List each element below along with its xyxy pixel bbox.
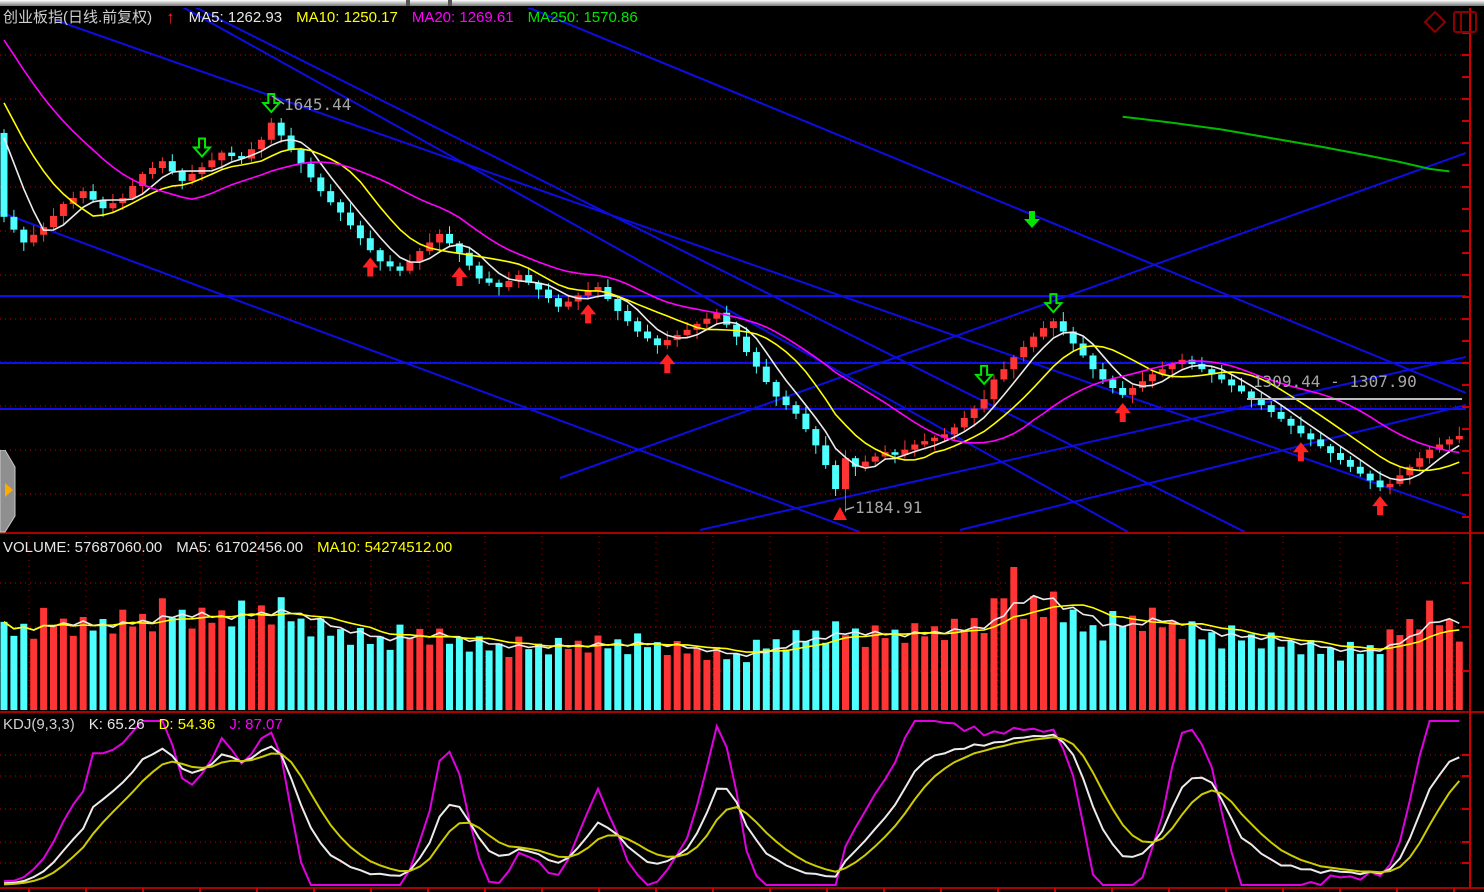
buy-signal-arrow-icon — [451, 267, 468, 287]
breakdown-arrow-icon — [1024, 211, 1040, 228]
signal-arrows — [191, 93, 1389, 516]
kdj-j-value: J: 87.07 — [229, 716, 283, 733]
sell-signal-arrow-icon — [191, 137, 213, 159]
volume-bars — [0, 566, 1463, 710]
titlebar — [0, 0, 1484, 6]
sell-signal-arrow-icon — [261, 93, 282, 114]
peak-price-annotation: 1645.44 — [284, 95, 352, 114]
buy-signal-arrow-icon — [659, 354, 676, 374]
ma-lines — [3, 39, 1460, 481]
buy-signal-arrow-icon — [580, 304, 597, 324]
expand-arrow-icon — [5, 483, 13, 497]
volume-ma-lines — [3, 594, 1460, 658]
axes — [0, 8, 1484, 892]
buy-signal-arrow-icon — [1372, 496, 1389, 516]
annotation-marks — [271, 95, 1462, 520]
instrument-title: 创业板指(日线.前复权) — [3, 9, 153, 26]
ma5-value: MA5: 1262.93 — [188, 9, 283, 26]
corner-toolbar — [1424, 10, 1480, 36]
ma250-line — [1122, 115, 1450, 173]
split-window-icon[interactable] — [1453, 11, 1477, 33]
ma250-value: MA250: 1570.86 — [527, 9, 638, 26]
diamond-icon[interactable] — [1424, 10, 1447, 34]
up-arrow-icon: ↑ — [166, 8, 175, 27]
volume-value: VOLUME: 57687060.00 — [3, 539, 163, 556]
sell-signal-arrow-icon — [1043, 293, 1064, 314]
low-price-annotation: 1184.91 — [855, 498, 923, 517]
buy-signal-arrow-icon — [1292, 442, 1309, 462]
volume-ma10-value: MA10: 54274512.00 — [317, 539, 453, 556]
main-chart-header: 创业板指(日线.前复权) ↑ MA5: 1262.93 MA10: 1250.1… — [3, 9, 638, 27]
kdj-name: KDJ(9,3,3) — [3, 716, 75, 733]
kdj-header: KDJ(9,3,3) K: 65.26 D: 54.36 J: 87.07 — [3, 716, 283, 734]
kdj-k-value: K: 65.26 — [88, 716, 145, 733]
panel-expand-tab[interactable] — [0, 450, 18, 534]
low-point-marker — [833, 507, 847, 520]
volume-header: VOLUME: 57687060.00 MA5: 61702456.00 MA1… — [3, 539, 452, 557]
ma10-value: MA10: 1250.17 — [296, 9, 398, 26]
kdj-lines — [3, 720, 1461, 887]
titlebar-tick — [406, 0, 410, 6]
volume-ma5-value: MA5: 61702456.00 — [176, 539, 304, 556]
ma20-value: MA20: 1269.61 — [411, 9, 514, 26]
sell-signal-arrow-icon — [973, 364, 995, 386]
candlesticks — [0, 118, 1463, 513]
buy-signal-arrow-icon — [362, 257, 379, 277]
kdj-d-value: D: 54.36 — [158, 716, 216, 733]
titlebar-tick — [448, 0, 452, 6]
buy-signal-arrow-icon — [1114, 402, 1131, 422]
gap-price-annotation: 1309.44 - 1307.90 — [1253, 372, 1417, 391]
trendlines — [0, 8, 1466, 532]
